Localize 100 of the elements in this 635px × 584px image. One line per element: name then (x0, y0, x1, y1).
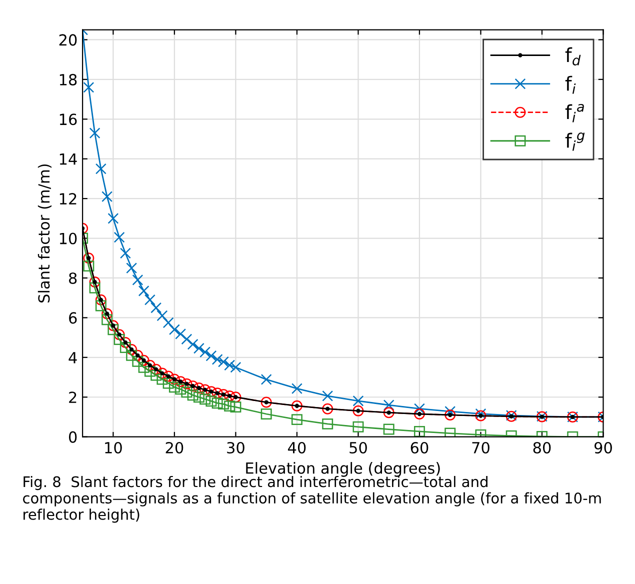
point (120, 337, 131, 348)
point (83, 252, 94, 264)
point (132, 274, 144, 286)
point (230, 402, 242, 413)
point (230, 392, 242, 403)
point (181, 334, 192, 345)
point (206, 350, 217, 362)
point (89, 276, 100, 288)
point (162, 370, 174, 382)
y-tick-label: 14 (60, 154, 77, 165)
point (224, 400, 236, 412)
point (444, 410, 456, 420)
point (162, 317, 174, 328)
point (383, 407, 394, 418)
x-tick-label: 90 (594, 442, 612, 454)
point (187, 338, 198, 350)
point (95, 300, 106, 312)
point (89, 128, 100, 139)
point (144, 294, 156, 306)
point (83, 82, 94, 93)
y-tick-label: 0 (68, 431, 77, 443)
point (260, 396, 272, 408)
y-tick-label: 2 (69, 392, 76, 403)
point (126, 262, 138, 274)
y-tick-label: 12 (60, 193, 76, 204)
point (206, 386, 217, 398)
point (132, 356, 144, 367)
point (138, 362, 150, 373)
point (218, 398, 229, 410)
x-tick-label: 80 (533, 442, 551, 454)
point (114, 334, 125, 346)
legend-label: f$_{i}$ (565, 76, 576, 94)
point (260, 408, 272, 420)
point (414, 408, 425, 420)
point (352, 395, 364, 406)
point (132, 350, 144, 361)
x-tick-label: 10 (105, 442, 122, 454)
point (150, 370, 162, 381)
point (150, 364, 162, 375)
point (108, 324, 119, 336)
point (260, 374, 272, 385)
x-tick-label: 60 (410, 442, 428, 454)
point (120, 342, 131, 353)
x-tick-label: 70 (472, 442, 490, 454)
point (352, 405, 364, 416)
point (291, 414, 302, 426)
x-tick-label: 30 (227, 442, 244, 454)
legend-label: f$_{d}$ (565, 47, 581, 66)
point (212, 398, 223, 409)
point (322, 390, 334, 402)
y-tick-label: 16 (60, 114, 77, 126)
point (102, 191, 113, 202)
point (102, 314, 113, 326)
point (156, 374, 168, 385)
point (168, 374, 180, 385)
point (144, 360, 156, 371)
point (120, 248, 131, 259)
point (162, 378, 174, 389)
point (200, 346, 211, 358)
caption: Fig. 8 Slant factors for the direct and interferometric—total and components—signals as a function of satellite elevation angle (for a fixed 10-m reflector height) (23, 476, 601, 523)
point (291, 400, 302, 412)
y-tick-label: 20 (59, 34, 77, 46)
point (414, 426, 425, 437)
point (95, 294, 106, 306)
point (193, 382, 204, 394)
point (144, 366, 156, 377)
y-tick-label: 4 (68, 352, 77, 364)
point (212, 388, 223, 399)
point (200, 394, 211, 405)
legend-label: f$_{i}$$^{g}$ (565, 132, 585, 151)
point (181, 378, 192, 390)
point (444, 406, 456, 417)
point (383, 424, 394, 435)
x-tick-label: 20 (166, 442, 184, 454)
y-tick-label: 6 (69, 312, 77, 324)
point (156, 368, 168, 379)
point (187, 390, 198, 401)
x-axis-title: Elevation angle (degrees) (246, 462, 440, 477)
point (212, 354, 223, 365)
point (168, 382, 180, 393)
point (206, 396, 217, 407)
x-tick-label: 50 (350, 442, 367, 454)
point (291, 383, 302, 394)
point (444, 428, 456, 437)
point (224, 360, 236, 371)
y-tick-label: 18 (60, 74, 77, 86)
point (95, 163, 106, 174)
point (175, 328, 186, 340)
point (168, 324, 180, 336)
x-tick-label: 40 (288, 442, 306, 454)
point (108, 212, 119, 224)
point (322, 418, 334, 430)
y-tick-label: 10 (60, 232, 77, 244)
point (126, 344, 138, 355)
legend-label: f$_{i}$$^{a}$ (565, 104, 584, 122)
point (126, 350, 138, 361)
point (175, 384, 186, 395)
point (108, 320, 119, 332)
point (150, 302, 162, 314)
point (193, 342, 204, 354)
